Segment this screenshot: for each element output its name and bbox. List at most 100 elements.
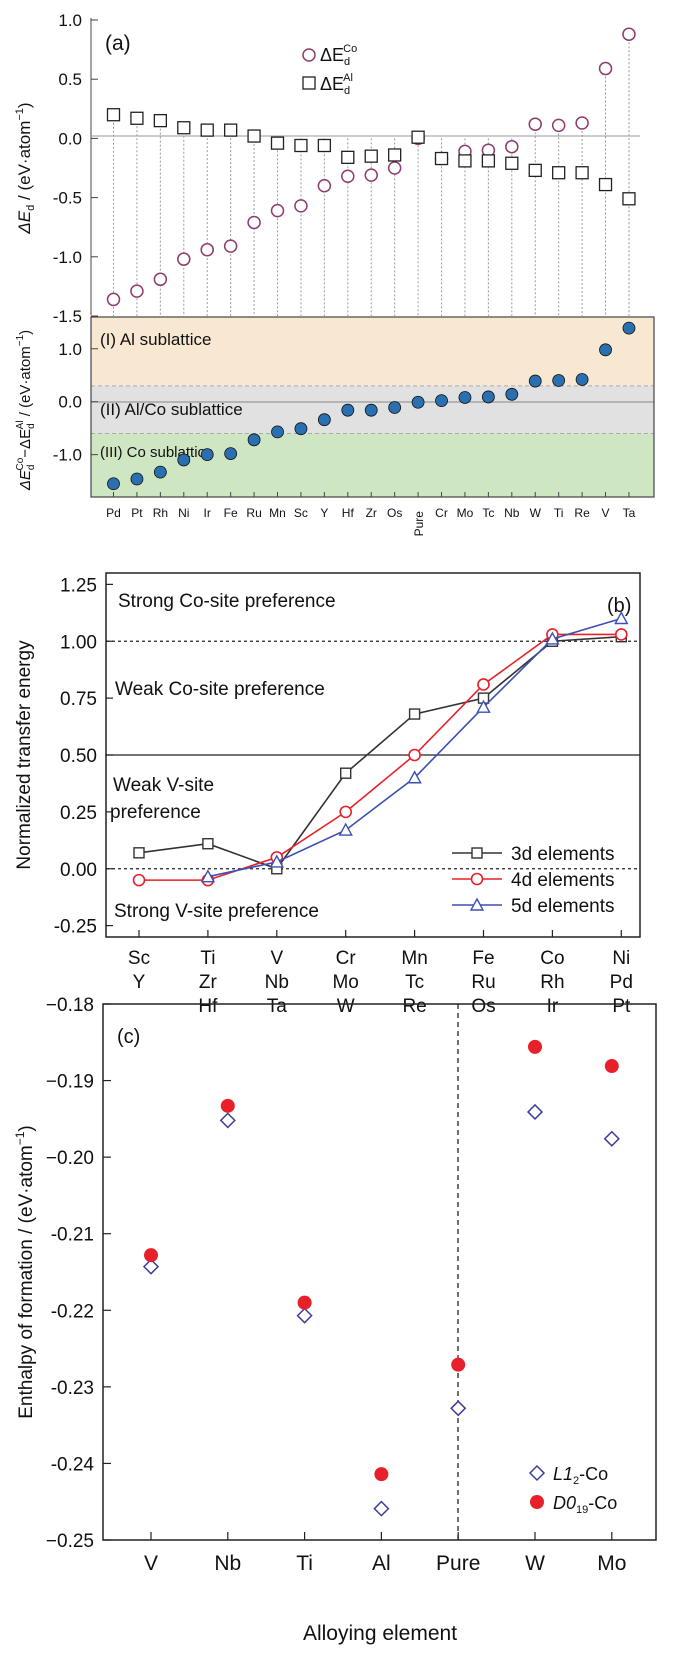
- c-l12-point: [296, 1307, 313, 1324]
- a-top-ytick-label: 1.0: [58, 11, 82, 30]
- b-series-point: [200, 869, 216, 883]
- a-top-al-point: [364, 149, 378, 163]
- a-top-co-point: [200, 242, 214, 257]
- panel-a-top-marks: [106, 27, 636, 307]
- c-d019-point: [374, 1467, 389, 1482]
- b-series-point: [545, 631, 560, 645]
- c-xtick-label: Al: [372, 1552, 391, 1575]
- b-ytick-label: -0.25: [54, 917, 97, 938]
- a-top-co-point: [364, 168, 378, 182]
- a-top-co-point: [223, 239, 238, 253]
- a-bot-point: [388, 401, 402, 414]
- legend-d019-label: D019-Co: [553, 1493, 617, 1516]
- b-series-point: [477, 678, 490, 691]
- panel-a-legend: ΔEdCo ΔEdAl: [302, 43, 357, 97]
- c-ytick-label: −0.19: [46, 1072, 94, 1093]
- a-bot-point: [599, 343, 612, 357]
- c-ytick-label: −0.25: [46, 1531, 94, 1552]
- b-xtick-label: Co: [540, 948, 564, 969]
- panel-a-top: (a) 1.0 0.5 0.0 -0.5 -1.0 -1.5 ΔEdCo ΔEdAl ΔE…: [14, 11, 640, 326]
- b-series-point: [202, 838, 214, 850]
- panel-a-top-ylabel: ΔEd / (eV·atom−1): [14, 102, 37, 234]
- b-xtick-label: Hf: [198, 996, 218, 1017]
- a-top-al-point: [153, 113, 168, 128]
- a-top-al-point: [130, 111, 144, 125]
- legend-al-marker: [302, 76, 316, 90]
- c-l12-point: [142, 1258, 160, 1275]
- panel-a-bottom-marks: [107, 321, 636, 491]
- a-bot-point: [575, 373, 589, 386]
- a-top-co-point: [294, 199, 308, 213]
- c-l12-point: [450, 1400, 467, 1417]
- b-xtick-label: Os: [471, 996, 495, 1017]
- b-xtick-label: Ru: [471, 972, 495, 993]
- a-top-ytick-label: 0.0: [58, 129, 82, 148]
- a-xtick-label: Ta: [623, 506, 636, 520]
- panel-c-ticks: −0.18 −0.19 −0.20 -0.21 -0.22 -0.23 -0.24 −0.25: [46, 995, 613, 1552]
- a-xtick-label: Ru: [246, 506, 261, 520]
- a-xtick-label: Tc: [482, 506, 494, 520]
- b-xtick-label: Re: [402, 996, 426, 1017]
- a-top-al-point: [247, 129, 261, 143]
- a-top-al-point: [223, 123, 238, 137]
- b-xtick-label: V: [270, 948, 283, 969]
- panel-c: (c) −0.18−0.19−0.20-0.21-0.22-0.23-0.24−…: [13, 995, 657, 1645]
- b-series-point: [476, 699, 491, 713]
- annotation-strong-co: Strong Co-site preference: [118, 591, 336, 612]
- legend-d019-marker: [530, 1495, 544, 1509]
- a-top-ytick-label: -1.5: [53, 307, 82, 326]
- a-xtick-label: Rh: [153, 506, 168, 520]
- a-bot-point: [294, 422, 308, 436]
- b-series-point: [614, 611, 629, 625]
- a-bot-point: [153, 465, 167, 479]
- a-xtick-label: Sc: [294, 506, 308, 520]
- a-top-ytick-label: 0.5: [58, 70, 82, 89]
- b-series-point: [614, 628, 628, 641]
- c-xtick-label: Mo: [597, 1552, 626, 1575]
- panel-a-bottom: (I) Al sublattice (II) Al/Co sublattice (I…: [15, 316, 655, 536]
- c-xtick-label: Pure: [436, 1552, 480, 1575]
- a-bot-point: [505, 387, 519, 401]
- a-xtick-label: Pt: [131, 506, 143, 520]
- b-ytick-label: 1.00: [60, 632, 97, 653]
- region-label: (I) Al sublattice: [100, 330, 212, 349]
- c-ytick-label: −0.18: [46, 995, 94, 1016]
- b-ytick-label: 0.75: [60, 689, 97, 710]
- b-series-point: [338, 822, 353, 836]
- b-xtick-label: Mn: [401, 948, 427, 969]
- c-xtick-label: Nb: [214, 1552, 241, 1575]
- legend-co-marker: [302, 48, 316, 62]
- a-top-al-point: [200, 123, 214, 137]
- a-top-al-point: [458, 154, 472, 168]
- annotation-weak-co: Weak Co-site preference: [115, 679, 325, 700]
- b-legend-marker: [470, 872, 484, 886]
- b-ytick-label: 0.50: [60, 746, 97, 767]
- b-xtick-label: Pt: [612, 996, 631, 1017]
- a-xtick-label: Ni: [178, 506, 189, 520]
- a-top-co-point: [505, 139, 519, 154]
- b-series-point: [339, 805, 353, 819]
- c-d019-point: [528, 1039, 542, 1054]
- a-top-al-point: [106, 108, 121, 122]
- b-xtick-label: Sc: [128, 948, 150, 969]
- panel-a-top-stems: [113, 34, 630, 316]
- c-d019-point: [144, 1248, 158, 1263]
- c-xtick-label: Ti: [296, 1552, 313, 1575]
- legend-l12-label: L12-Co: [553, 1464, 608, 1487]
- a-bot-point: [224, 447, 238, 460]
- panel-b-ticks: 1.25 1.00 0.75 0.50 0.25 0.00 -0.25: [54, 575, 622, 938]
- annotation-strong-v: Strong V-site preference: [114, 901, 319, 922]
- a-top-al-point: [622, 192, 636, 206]
- c-d019-point: [220, 1098, 235, 1113]
- a-bot-point: [435, 394, 448, 408]
- b-xtick-label: Nb: [265, 972, 289, 993]
- panel-a-bottom-xlabels: Pd Pt Rh Ni Ir Fe Ru Mn Sc Y Hf Zr Os Pure Cr Mo Tc Nb W Ti…: [106, 506, 635, 536]
- panel-c-label: (c): [117, 1026, 140, 1048]
- b-xtick-label: Rh: [540, 972, 564, 993]
- b-series-point: [133, 847, 145, 859]
- a-top-co-point: [317, 179, 332, 193]
- a-bot-point: [622, 321, 636, 335]
- a-bot-ytick-label: 1.0: [58, 340, 82, 359]
- a-top-al-point: [270, 136, 285, 150]
